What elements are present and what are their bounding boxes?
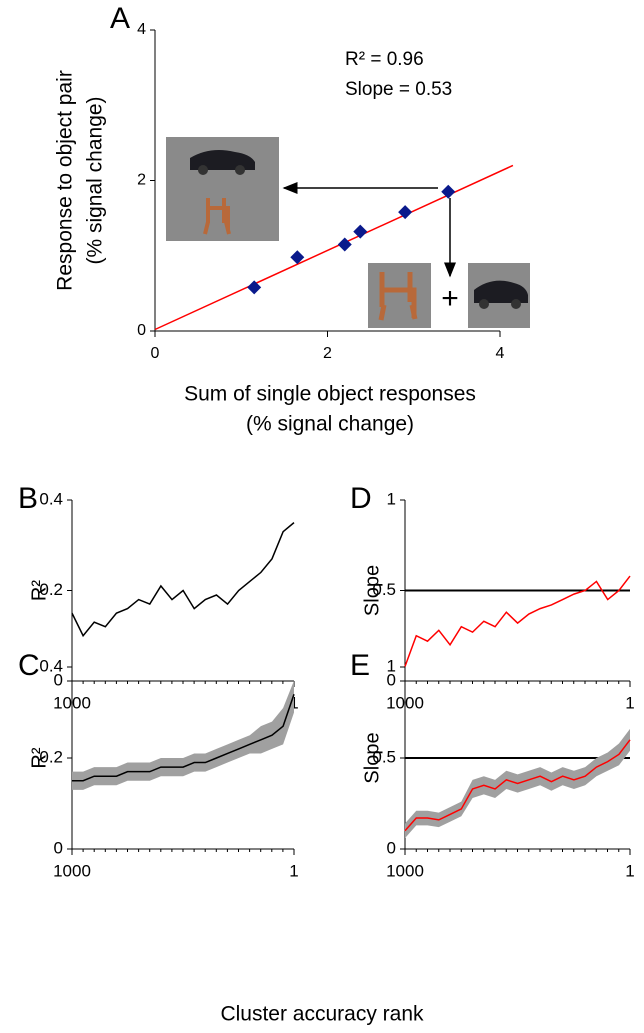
y-axis-label: Slope [361,565,383,616]
data-point [398,205,413,220]
x-tick-label: 1000 [53,861,91,880]
x-tick-label: 1 [625,693,634,712]
y-tick-label: 0.4 [39,489,63,508]
series-line [404,739,631,832]
panel-letter: A [110,2,130,35]
x-tick-label: 1000 [386,861,424,880]
stimulus-chair-image [368,263,431,328]
y-tick-label: 1 [387,656,396,675]
panel-letter: C [18,649,40,682]
series-line [404,575,631,667]
panel-letter: D [350,482,372,515]
y-axis-label: (% signal change) [84,96,107,264]
annotation: Slope = 0.53 [345,79,452,100]
panel-letter: E [350,649,370,682]
y-tick-label: 0 [137,322,146,339]
stimulus-car-image [468,263,530,328]
data-point [353,224,368,239]
error-band [72,680,294,790]
y-tick-label: 0.2 [39,747,63,766]
data-point [290,250,305,265]
y-axis-label: Slope [361,732,383,783]
x-tick-label: 0 [151,345,160,362]
x-tick-label: 4 [496,345,505,362]
y-axis-label: R² [28,747,50,768]
x-tick-label: 2 [323,345,332,362]
data-point [441,184,456,199]
panel-letter: B [18,482,38,515]
y-tick-label: 0.4 [39,656,63,675]
y-tick-label: 0 [387,670,396,689]
y-tick-label: 0.5 [372,580,396,599]
annotation: + [441,282,459,315]
series-line [71,522,295,638]
y-tick-label: 1 [387,489,396,508]
y-axis-label: R² [28,580,50,601]
x-axis-label: (% signal change) [246,413,414,436]
x-tick-label: 1 [625,861,634,880]
shared-x-label: Cluster accuracy rank [220,1003,424,1026]
data-point [337,237,352,252]
y-tick-label: 0 [54,670,63,689]
annotation: R² = 0.96 [345,49,424,70]
stimulus-pair-image [166,137,279,241]
y-tick-label: 0 [387,838,396,857]
x-tick-label: 1 [289,861,298,880]
y-tick-label: 0.2 [39,580,63,599]
y-axis-label: Response to object pair [54,70,77,291]
x-axis-label: Sum of single object responses [184,383,476,406]
series-line [72,694,295,782]
y-tick-label: 0.5 [372,747,396,766]
data-point [247,280,262,295]
y-tick-label: 4 [137,21,146,38]
y-tick-label: 0 [54,838,63,857]
y-tick-label: 2 [137,172,146,189]
